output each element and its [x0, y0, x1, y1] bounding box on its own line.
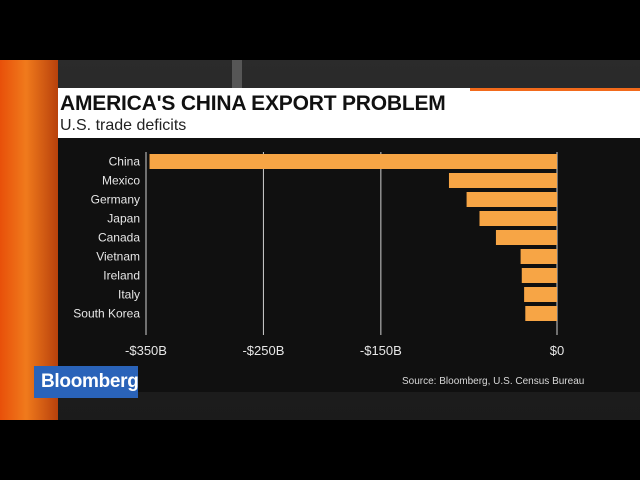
category-label: Japan — [107, 212, 140, 226]
category-label: China — [109, 155, 141, 169]
bar-ireland — [521, 268, 557, 283]
category-label: Italy — [118, 288, 140, 302]
category-label: Vietnam — [96, 250, 140, 264]
title-accent-bar — [470, 88, 640, 91]
x-tick-label: -$350B — [125, 343, 167, 358]
category-label: Mexico — [102, 174, 140, 188]
bar-mexico — [448, 173, 557, 188]
bloomberg-logo-text: Bloomberg — [41, 371, 139, 392]
chart-subtitle: U.S. trade deficits — [60, 117, 187, 134]
category-label: South Korea — [73, 307, 140, 321]
title-box — [58, 88, 640, 138]
bar-canada — [495, 230, 557, 245]
bar-germany — [466, 192, 557, 207]
x-tick-label: -$150B — [360, 343, 402, 358]
bar-china — [149, 154, 557, 169]
bar-vietnam — [520, 249, 557, 264]
category-label: Ireland — [103, 269, 140, 283]
chart-title: AMERICA'S CHINA EXPORT PROBLEM — [60, 92, 446, 115]
bar-italy — [524, 287, 557, 302]
source-note: Source: Bloomberg, U.S. Census Bureau — [402, 376, 585, 387]
bar-japan — [479, 211, 557, 226]
category-label: Canada — [98, 231, 140, 245]
bar-south-korea — [525, 306, 557, 321]
x-tick-label: -$250B — [242, 343, 284, 358]
bloomberg-logo — [34, 366, 138, 398]
orange-background — [0, 60, 58, 420]
x-tick-label: $0 — [550, 343, 564, 358]
category-label: Germany — [91, 193, 140, 207]
background-stripe — [232, 60, 242, 96]
